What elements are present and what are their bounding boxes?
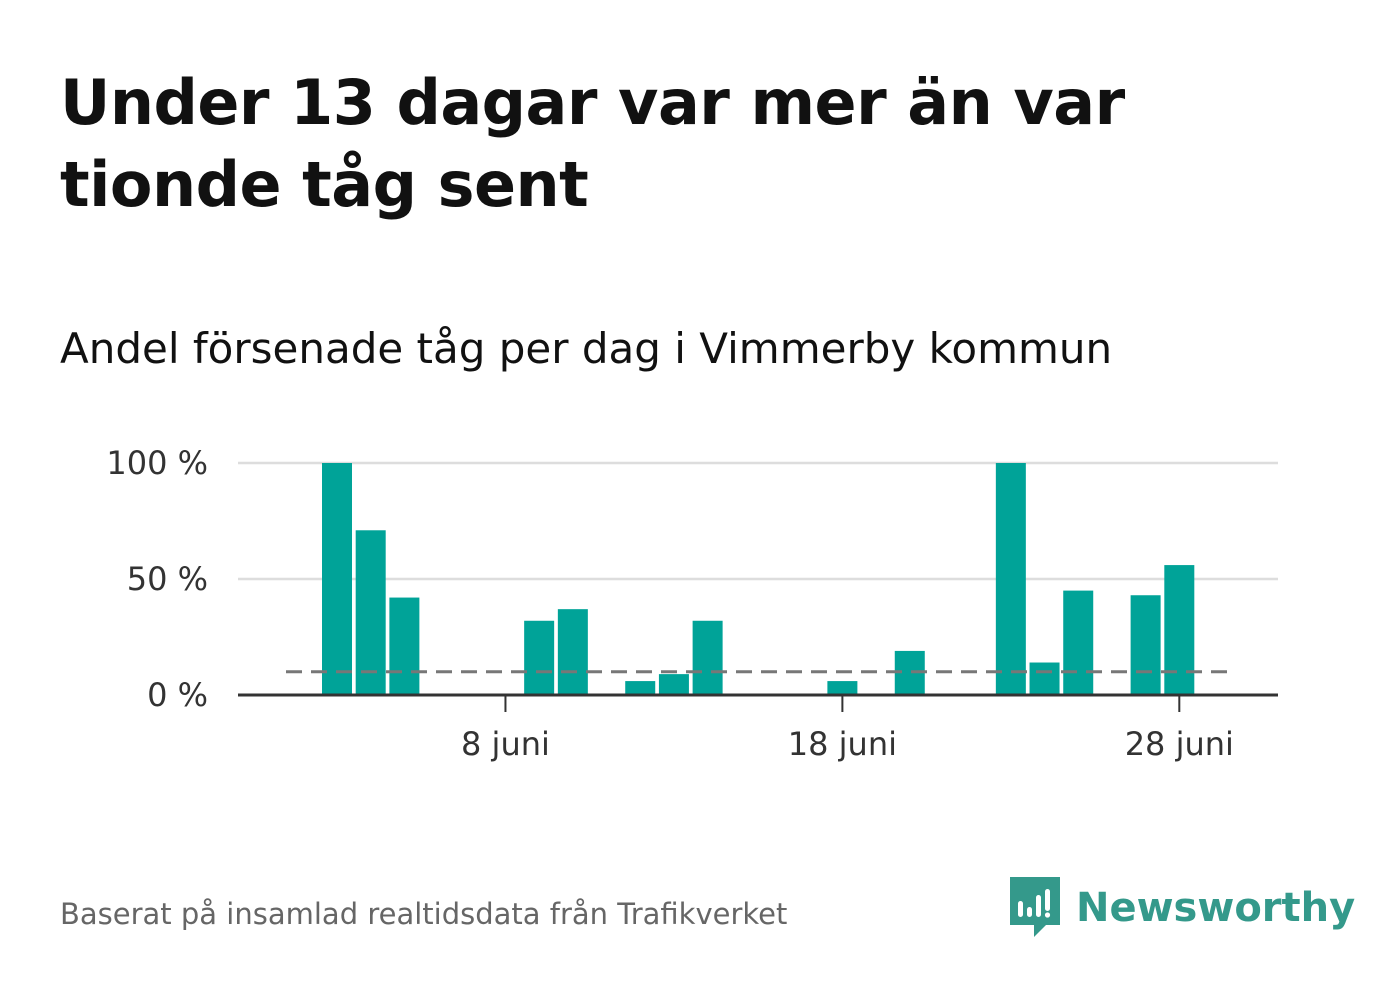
bar bbox=[625, 681, 656, 695]
bar bbox=[827, 681, 858, 695]
chart-subtitle: Andel försenade tåg per dag i Vimmerby k… bbox=[60, 324, 1113, 373]
bar bbox=[995, 463, 1026, 695]
bar bbox=[1130, 595, 1161, 695]
y-tick-label: 50 % bbox=[127, 560, 208, 598]
x-tick-label: 28 juni bbox=[1125, 725, 1234, 763]
x-tick-label: 18 juni bbox=[788, 725, 897, 763]
bar bbox=[1164, 565, 1195, 695]
brand-logo[interactable]: Newsworthy bbox=[1010, 877, 1355, 939]
bar bbox=[322, 463, 352, 695]
chart-title: Under 13 dagar var mer än var tionde tåg… bbox=[60, 66, 1125, 221]
newsworthy-icon bbox=[1010, 877, 1060, 937]
source-note: Baserat på insamlad realtidsdata från Tr… bbox=[60, 897, 788, 931]
gridlines bbox=[238, 461, 1278, 581]
bar bbox=[524, 620, 555, 695]
bar bbox=[658, 674, 689, 695]
bars bbox=[322, 463, 1195, 695]
bar bbox=[389, 597, 420, 695]
y-tick-label: 0 % bbox=[147, 676, 208, 714]
bar bbox=[1063, 590, 1094, 695]
axes: 0 % 50 % 100 % 8 juni 18 juni 28 juni bbox=[106, 444, 1278, 763]
x-tick-label: 8 juni bbox=[461, 725, 550, 763]
bar bbox=[557, 609, 588, 695]
bar bbox=[355, 530, 386, 695]
bar bbox=[692, 620, 723, 695]
brand-name: Newsworthy bbox=[1076, 885, 1356, 931]
y-tick-label: 100 % bbox=[106, 444, 208, 482]
bar bbox=[1029, 662, 1060, 695]
